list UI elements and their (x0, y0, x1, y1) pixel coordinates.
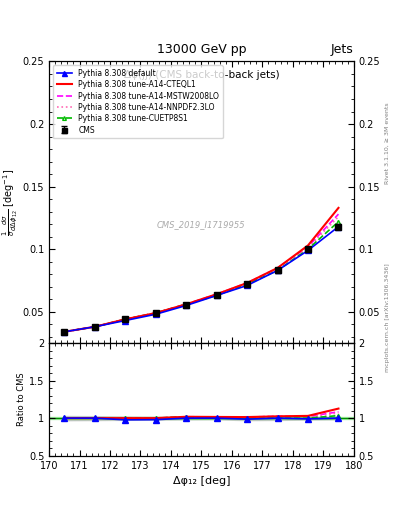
Text: mcplots.cern.ch [arXiv:1306.3436]: mcplots.cern.ch [arXiv:1306.3436] (385, 263, 389, 372)
Y-axis label: Ratio to CMS: Ratio to CMS (17, 373, 26, 426)
Pythia 8.308 tune-CUETP8S1 (336, 219, 341, 225)
Bar (49, 417, 354, 419)
Pythia 8.308 tune-A14-NNPDF2.3LO (184, 301, 189, 307)
Pythia 8.308 tune-A14-MSTW2008LO (214, 291, 219, 297)
Pythia 8.308 tune-A14-MSTW2008LO (62, 329, 67, 335)
Pythia 8.308 tune-CUETP8S1 (275, 267, 280, 273)
Pythia 8.308 tune-A14-NNPDF2.3LO (306, 245, 310, 251)
Pythia 8.308 default (123, 317, 128, 324)
Pythia 8.308 tune-CUETP8S1 (214, 292, 219, 298)
Pythia 8.308 tune-A14-NNPDF2.3LO (123, 316, 128, 323)
Text: CMS_2019_I1719955: CMS_2019_I1719955 (157, 220, 246, 229)
Pythia 8.308 default (62, 329, 67, 335)
Pythia 8.308 tune-CUETP8S1 (92, 324, 97, 330)
Pythia 8.308 tune-A14-CTEQL1 (92, 324, 97, 330)
Pythia 8.308 default (245, 283, 250, 289)
Line: Pythia 8.308 tune-A14-CTEQL1: Pythia 8.308 tune-A14-CTEQL1 (64, 208, 338, 332)
Line: Pythia 8.308 tune-CUETP8S1: Pythia 8.308 tune-CUETP8S1 (62, 220, 341, 334)
Line: Pythia 8.308 tune-A14-MSTW2008LO: Pythia 8.308 tune-A14-MSTW2008LO (64, 214, 338, 332)
Pythia 8.308 default (184, 303, 189, 309)
Pythia 8.308 tune-A14-MSTW2008LO (153, 310, 158, 316)
Pythia 8.308 default (92, 324, 97, 330)
Pythia 8.308 tune-CUETP8S1 (123, 316, 128, 323)
Pythia 8.308 tune-A14-NNPDF2.3LO (275, 265, 280, 271)
Pythia 8.308 tune-CUETP8S1 (245, 281, 250, 287)
Text: Δφ(jj) (CMS back-to-back jets): Δφ(jj) (CMS back-to-back jets) (124, 70, 279, 80)
Text: 13000 GeV pp: 13000 GeV pp (157, 43, 246, 56)
Pythia 8.308 tune-A14-MSTW2008LO (336, 211, 341, 217)
Pythia 8.308 tune-A14-NNPDF2.3LO (62, 329, 67, 335)
Pythia 8.308 tune-A14-MSTW2008LO (245, 280, 250, 286)
Text: Rivet 3.1.10, ≥ 3M events: Rivet 3.1.10, ≥ 3M events (385, 102, 389, 184)
Pythia 8.308 tune-A14-MSTW2008LO (123, 316, 128, 323)
X-axis label: Δφ₁₂ [deg]: Δφ₁₂ [deg] (173, 476, 230, 486)
Pythia 8.308 tune-A14-CTEQL1 (153, 310, 158, 316)
Pythia 8.308 tune-A14-NNPDF2.3LO (214, 291, 219, 297)
Text: Jets: Jets (331, 43, 354, 56)
Pythia 8.308 default (275, 267, 280, 273)
Pythia 8.308 tune-A14-CTEQL1 (62, 329, 67, 335)
Pythia 8.308 tune-CUETP8S1 (153, 310, 158, 316)
Pythia 8.308 tune-A14-CTEQL1 (336, 205, 341, 211)
Pythia 8.308 tune-A14-MSTW2008LO (275, 265, 280, 271)
Pythia 8.308 tune-A14-NNPDF2.3LO (245, 280, 250, 286)
Pythia 8.308 tune-A14-NNPDF2.3LO (336, 214, 341, 220)
Pythia 8.308 default (214, 292, 219, 298)
Pythia 8.308 tune-CUETP8S1 (306, 246, 310, 252)
Pythia 8.308 tune-A14-CTEQL1 (123, 316, 128, 323)
Legend: Pythia 8.308 default, Pythia 8.308 tune-A14-CTEQL1, Pythia 8.308 tune-A14-MSTW20: Pythia 8.308 default, Pythia 8.308 tune-… (53, 65, 223, 138)
Pythia 8.308 tune-A14-NNPDF2.3LO (92, 324, 97, 330)
Y-axis label: $\frac{1}{\sigma}\frac{d\sigma}{d\Delta\phi_{12}}$ [deg$^{-1}$]: $\frac{1}{\sigma}\frac{d\sigma}{d\Delta\… (0, 168, 20, 236)
Pythia 8.308 tune-A14-CTEQL1 (306, 242, 310, 248)
Pythia 8.308 tune-A14-MSTW2008LO (184, 301, 189, 307)
Pythia 8.308 default (336, 224, 341, 230)
Pythia 8.308 tune-A14-MSTW2008LO (92, 324, 97, 330)
Pythia 8.308 default (153, 311, 158, 317)
Pythia 8.308 tune-A14-MSTW2008LO (306, 244, 310, 250)
Line: Pythia 8.308 tune-A14-NNPDF2.3LO: Pythia 8.308 tune-A14-NNPDF2.3LO (64, 217, 338, 332)
Pythia 8.308 tune-A14-CTEQL1 (245, 280, 250, 286)
Pythia 8.308 tune-A14-CTEQL1 (275, 265, 280, 271)
Pythia 8.308 tune-A14-NNPDF2.3LO (153, 310, 158, 316)
Pythia 8.308 tune-CUETP8S1 (184, 301, 189, 307)
Pythia 8.308 default (306, 247, 310, 253)
Line: Pythia 8.308 default: Pythia 8.308 default (62, 224, 341, 334)
Pythia 8.308 tune-CUETP8S1 (62, 329, 67, 335)
Pythia 8.308 tune-A14-CTEQL1 (214, 291, 219, 297)
Pythia 8.308 tune-A14-CTEQL1 (184, 301, 189, 307)
